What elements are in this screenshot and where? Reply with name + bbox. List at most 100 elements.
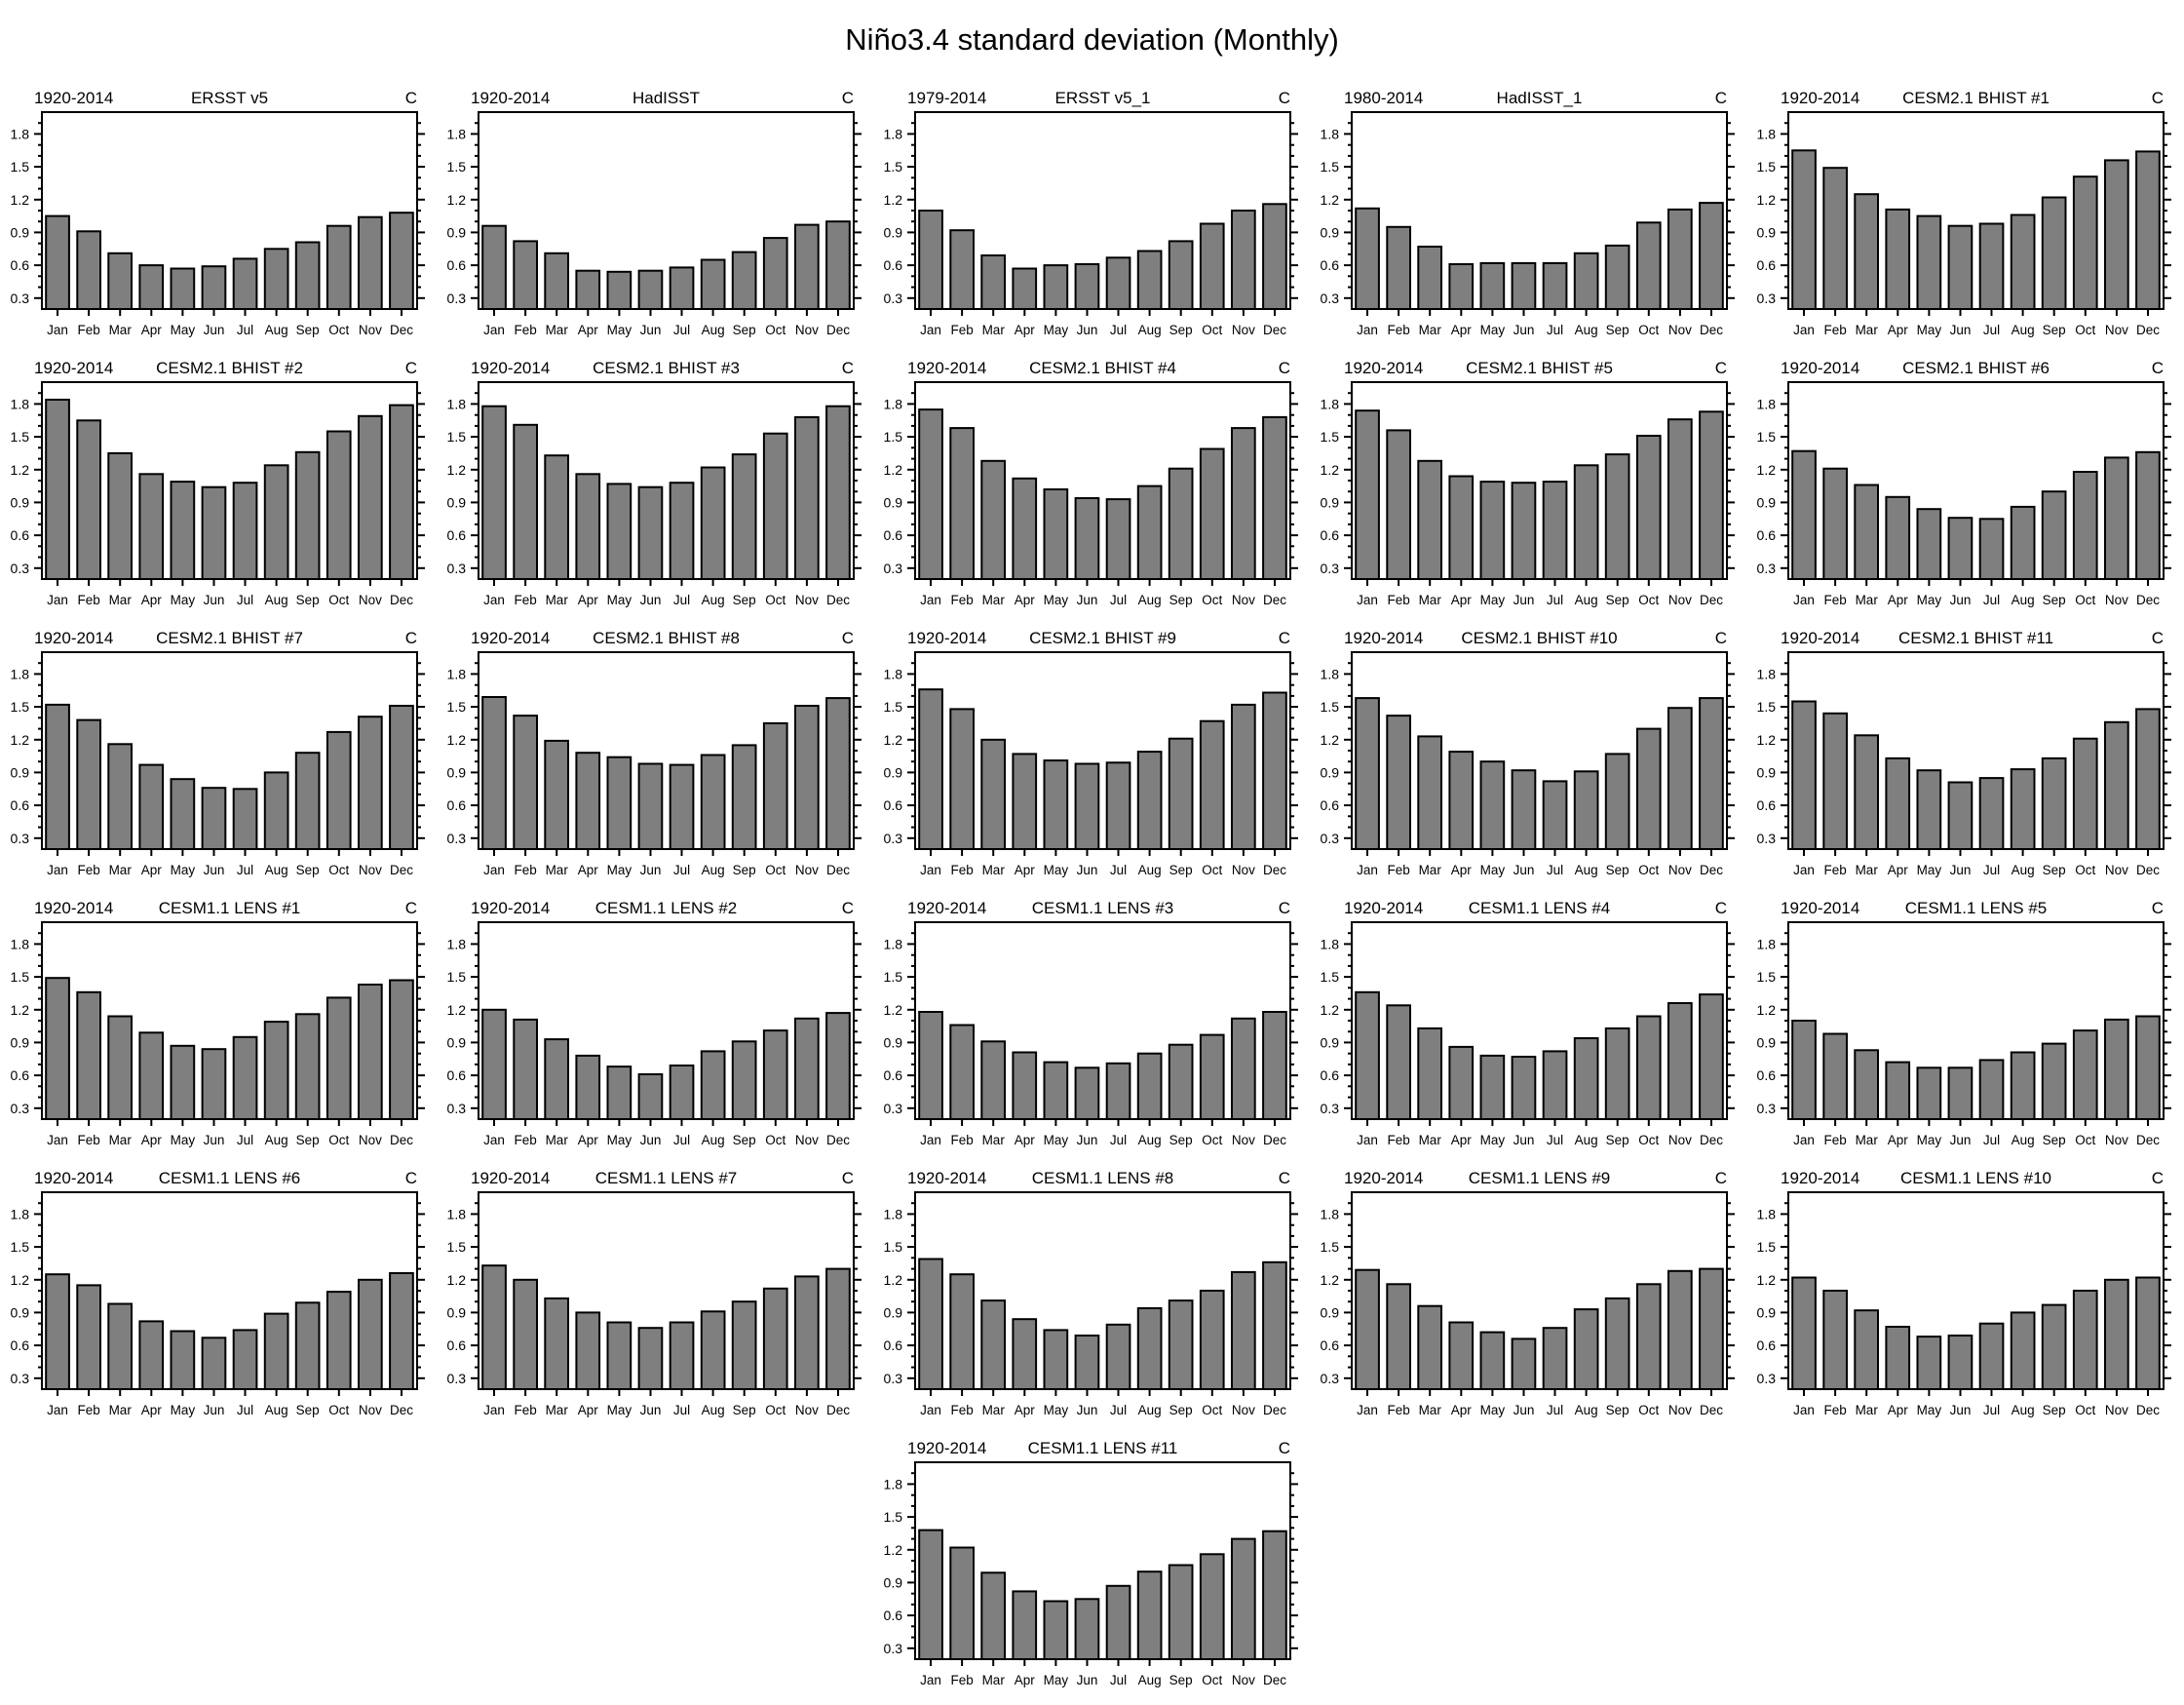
y-tick-label: 1.8	[1321, 396, 1340, 411]
month-label: Feb	[1823, 593, 1846, 607]
bar-jul	[1978, 518, 2005, 581]
bar-oct	[1199, 1553, 1225, 1660]
month-label: Oct	[328, 323, 349, 337]
y-tick-label: 1.8	[1321, 666, 1340, 681]
bar-nov	[794, 705, 820, 850]
y-tick-label: 0.9	[1757, 1304, 1777, 1320]
month-label: Sep	[1606, 1403, 1629, 1417]
month-label: Jun	[640, 1403, 662, 1417]
y-tick-label: 0.3	[11, 561, 30, 576]
panel-model-label: CESM2.1 BHIST #2	[156, 359, 303, 377]
panel-period-label: 1920-2014	[1344, 899, 1423, 917]
month-label: Aug	[1138, 323, 1162, 337]
month-label: Aug	[265, 323, 288, 337]
bar-apr	[1885, 495, 1911, 580]
bar-may	[1916, 1066, 1942, 1121]
month-label: May	[1044, 1673, 1069, 1687]
bar-mar	[980, 459, 1007, 580]
month-label: Nov	[1668, 323, 1692, 337]
y-tick-label: 1.5	[1321, 699, 1340, 715]
y-tick-label: 0.6	[1757, 257, 1777, 273]
y-tick-label: 1.2	[1321, 192, 1340, 208]
bar-apr	[1448, 263, 1475, 310]
month-label: Sep	[2043, 1133, 2066, 1147]
bar-jun	[1947, 781, 1973, 850]
bar-sep	[731, 453, 757, 580]
y-tick-label: 1.8	[11, 666, 30, 681]
y-tick-label: 1.5	[1321, 429, 1340, 445]
bar-jul	[669, 763, 695, 851]
y-tick-label: 0.3	[447, 831, 467, 846]
bar-feb	[949, 1546, 976, 1660]
bar-may	[170, 267, 196, 310]
bar-dec	[389, 212, 414, 310]
bar-jan	[1791, 1020, 1817, 1120]
panel-model-label: ERSST v5_1	[1055, 89, 1151, 107]
y-tick-label: 0.3	[11, 831, 30, 846]
month-label: Feb	[1823, 863, 1846, 877]
bar-oct	[1635, 1015, 1662, 1120]
month-label: Jan	[1793, 1403, 1815, 1417]
month-label: Dec	[1263, 1403, 1286, 1417]
month-label: Jan	[1357, 593, 1378, 607]
panel-model-label: CESM1.1 LENS #2	[595, 899, 738, 917]
page-title: Niño3.4 standard deviation (Monthly)	[845, 22, 1339, 57]
month-label: Apr	[1888, 593, 1909, 607]
month-label: Sep	[2043, 863, 2066, 877]
month-label: Jul	[237, 323, 253, 337]
month-label: Dec	[2136, 1403, 2160, 1417]
bar-may	[170, 1044, 196, 1120]
y-tick-label: 0.6	[884, 527, 903, 543]
month-label: Jan	[483, 323, 505, 337]
bar-apr	[138, 473, 165, 580]
month-label: Jun	[1077, 1403, 1098, 1417]
month-label: May	[607, 863, 632, 877]
month-label: Jan	[920, 1403, 941, 1417]
bar-apr	[575, 752, 601, 850]
bar-feb	[1386, 715, 1412, 850]
bar-nov	[358, 716, 383, 850]
month-label: Sep	[2043, 593, 2066, 607]
y-tick-label: 1.8	[884, 126, 903, 141]
bar-mar	[544, 739, 570, 850]
chart-panel-3: 1979-2014 ERSST v5_1 C 0.3 0.6 0.9 1.2 1.5 1.8 Ja…	[873, 80, 1310, 350]
bar-jun	[1074, 497, 1100, 580]
y-tick-label: 0.3	[884, 291, 903, 306]
bar-feb	[76, 990, 102, 1120]
month-label: May	[607, 323, 632, 337]
month-label: Jun	[204, 593, 225, 607]
y-tick-label: 0.3	[447, 561, 467, 576]
chart-panel-11: 1920-2014 CESM2.1 BHIST #7 C 0.3 0.6 0.9 1.2 1.…	[0, 620, 437, 890]
month-label: Aug	[265, 1133, 288, 1147]
bar-jan	[1791, 1276, 1817, 1390]
bar-dec	[1262, 1530, 1287, 1660]
month-label: Aug	[2012, 863, 2035, 877]
month-label: Dec	[1700, 593, 1723, 607]
bar-dec	[1262, 691, 1287, 850]
month-label: Jun	[1077, 863, 1098, 877]
month-label: Dec	[2136, 323, 2160, 337]
month-label: Nov	[359, 323, 382, 337]
month-label: Oct	[2075, 323, 2095, 337]
month-label: Mar	[546, 323, 569, 337]
month-label: Nov	[2105, 863, 2128, 877]
y-tick-label: 0.3	[447, 1101, 467, 1116]
bar-may	[606, 756, 632, 850]
y-tick-label: 1.2	[11, 732, 30, 748]
bar-jul	[1105, 1323, 1131, 1390]
panel-model-label: CESM1.1 LENS #8	[1032, 1169, 1174, 1187]
panel-period-label: 1920-2014	[34, 1169, 113, 1187]
panel-period-label: 1920-2014	[1781, 359, 1859, 377]
bar-sep	[2041, 196, 2067, 310]
y-tick-label: 0.9	[1757, 494, 1777, 510]
bar-aug	[700, 754, 726, 850]
panel-period-label: 1920-2014	[907, 359, 986, 377]
month-label: Oct	[328, 1403, 349, 1417]
month-label: May	[1480, 1133, 1506, 1147]
month-label: Apr	[141, 1133, 163, 1147]
y-tick-label: 0.9	[447, 764, 467, 780]
bar-apr	[1885, 1326, 1911, 1390]
bar-dec	[2135, 708, 2161, 851]
bar-apr	[1012, 1318, 1038, 1390]
y-tick-label: 1.2	[1321, 1272, 1340, 1288]
